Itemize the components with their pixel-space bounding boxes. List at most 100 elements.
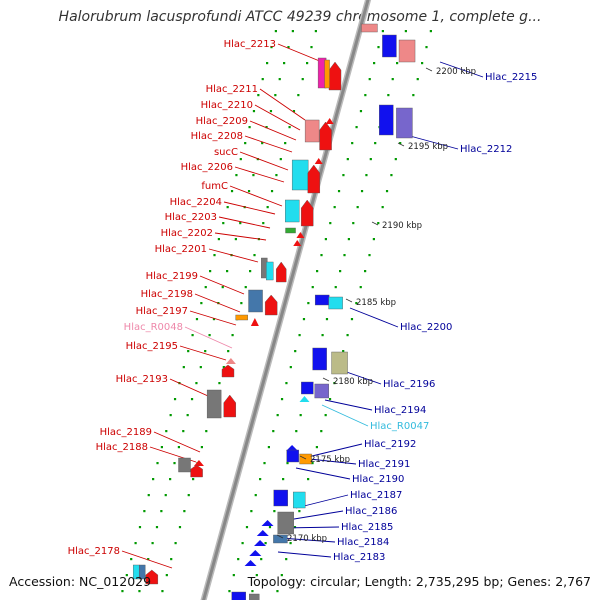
track-dot — [187, 350, 190, 353]
track-dot — [252, 110, 256, 113]
track-dot — [350, 318, 354, 321]
track-dot — [169, 478, 172, 481]
track-dot — [230, 190, 234, 193]
leader-line — [409, 135, 459, 150]
leader-line — [121, 550, 173, 569]
leader-line — [321, 404, 369, 427]
track-dot — [381, 206, 384, 209]
track-dot — [178, 526, 182, 529]
track-dot — [416, 78, 419, 81]
gene-block — [266, 261, 274, 281]
gene-block — [312, 347, 327, 371]
gene-label: Hlac_2201 — [155, 244, 207, 255]
track-dot — [173, 462, 176, 465]
gene-block — [249, 593, 260, 600]
scale-tick — [371, 221, 379, 226]
track-dot — [368, 254, 371, 257]
track-dot — [190, 398, 194, 401]
track-dot — [372, 238, 375, 241]
track-dot — [360, 190, 364, 193]
track-dot — [298, 510, 301, 513]
scale-label: 2185 kbp — [356, 298, 396, 308]
track-dot — [195, 318, 199, 321]
leader-line — [295, 467, 351, 480]
track-dot — [147, 558, 150, 561]
track-dot — [283, 62, 286, 65]
leader-line — [249, 120, 297, 141]
track-dot — [270, 46, 273, 49]
track-dot — [373, 62, 376, 65]
track-dot — [208, 334, 211, 337]
scale-label: 2200 kbp — [436, 67, 476, 77]
gene-block — [314, 383, 329, 399]
leader-line — [259, 88, 306, 121]
track-dot — [173, 398, 177, 401]
gene-block — [178, 457, 191, 473]
track-dot — [264, 542, 267, 545]
scale-label: 2190 kbp — [382, 221, 422, 231]
track-dot — [134, 542, 137, 545]
track-dot — [252, 174, 255, 177]
gene-block — [301, 381, 314, 395]
gene-label: Hlac_R0048 — [124, 322, 183, 333]
gene-label: Hlac_R0047 — [370, 421, 429, 432]
track-dot — [161, 590, 164, 593]
track-dot — [320, 254, 323, 257]
gene-arrow — [223, 394, 236, 418]
track-dot — [174, 542, 177, 545]
track-dot — [240, 302, 243, 305]
track-dot — [274, 94, 277, 97]
track-dot — [268, 526, 272, 529]
gene-arrowhead — [254, 540, 267, 546]
track-dot — [209, 270, 212, 273]
gene-label: Hlac_2213 — [224, 39, 276, 50]
track-dot — [155, 526, 159, 529]
gene-label: Hlac_2193 — [116, 374, 168, 385]
track-dot — [280, 574, 283, 577]
gene-block — [292, 491, 306, 509]
track-dot — [404, 30, 407, 33]
gene-arrow — [190, 464, 203, 478]
scale-tick — [425, 67, 433, 72]
track-dot — [285, 558, 288, 561]
track-dot — [182, 366, 185, 369]
scale-labels: 2200 kbp 2195 kbp 2190 kbp 2185 kbp 2180 kbp… — [276, 67, 476, 544]
track-dot — [226, 270, 229, 273]
track-dot — [381, 30, 384, 33]
track-dot — [320, 430, 323, 433]
gene-arrowhead — [244, 560, 257, 566]
gene-label: Hlac_2208 — [191, 131, 243, 142]
leader-line — [218, 216, 271, 229]
track-dot — [329, 222, 332, 225]
backbone — [200, 0, 372, 600]
gene-block — [138, 564, 146, 580]
track-dot — [156, 462, 159, 465]
track-dot — [222, 366, 225, 369]
gene-arrowhead — [250, 318, 259, 326]
track-dot — [169, 414, 172, 417]
track-dot — [165, 430, 168, 433]
gene-arrowhead — [293, 240, 302, 246]
gene-arrowhead — [261, 520, 274, 526]
track-dot — [200, 302, 203, 305]
leader-line — [324, 399, 373, 411]
track-dot — [377, 222, 380, 225]
track-dot — [221, 286, 224, 289]
gene-arrow — [301, 199, 314, 227]
leader-line — [223, 201, 276, 215]
right-gene-labels: Hlac_2215 Hlac_2212 Hlac_2200 Hlac_2196 Hlac… — [333, 72, 537, 563]
track-dot — [186, 414, 189, 417]
track-dot — [231, 334, 234, 337]
gene-block — [291, 159, 309, 191]
track-dot — [325, 318, 329, 321]
track-dot — [138, 590, 141, 593]
track-dot — [356, 206, 359, 209]
track-dot — [205, 430, 208, 433]
track-dot — [199, 366, 202, 369]
gene-block — [277, 511, 294, 535]
track-dot — [311, 286, 314, 289]
scale-tick — [397, 142, 405, 147]
track-dot — [195, 382, 198, 385]
gene-arrowhead — [286, 445, 299, 451]
